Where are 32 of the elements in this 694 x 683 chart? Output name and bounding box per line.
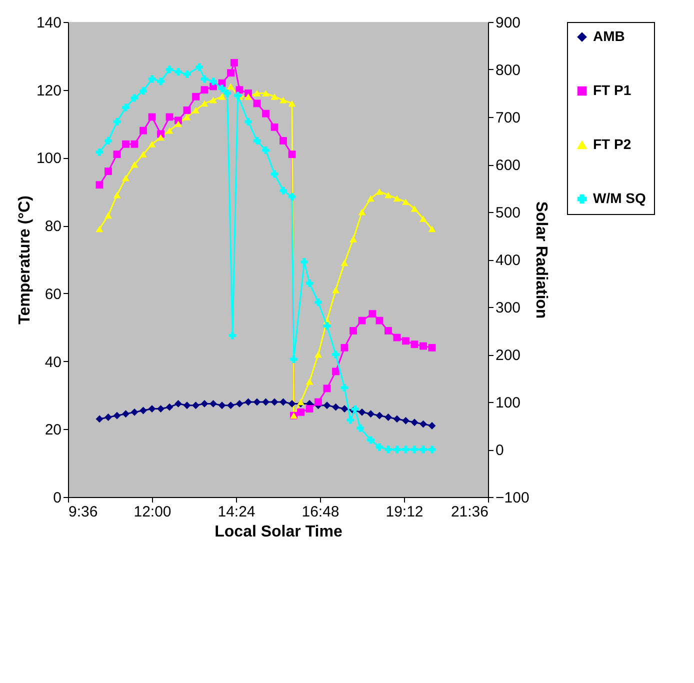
y-tick-label: 20 [44, 422, 62, 439]
y-tick-label: 60 [44, 286, 62, 303]
y-tick-label: 140 [36, 14, 62, 32]
y-tick-label: 0 [53, 490, 62, 506]
y2-tick-label: 300 [496, 300, 521, 316]
x-tick-label: 14:24 [218, 504, 256, 520]
legend-label: AMB [593, 28, 625, 44]
y-tick-label: 100 [36, 150, 62, 168]
y-tick-label: 120 [36, 82, 62, 100]
legend-label: FT P1 [593, 82, 632, 98]
x-tick-label: 9:36 [68, 504, 98, 520]
x-tick-label: 16:48 [302, 504, 340, 520]
y2-tick-label: 100 [496, 394, 521, 412]
x-tick-label: 12:00 [134, 504, 172, 520]
y2-axis-title: Solar Radiation [532, 201, 550, 319]
y2-tick-label: 400 [496, 252, 521, 269]
y2-tick-label: 800 [496, 62, 521, 79]
y2-tick-label: 500 [496, 204, 521, 222]
y2-tick-label: 200 [496, 347, 521, 364]
y-tick-label: 80 [44, 218, 62, 236]
y2-tick-label: 600 [496, 157, 521, 174]
y-tick-label: 40 [44, 354, 62, 371]
x-tick-label: 21:36 [450, 504, 488, 520]
legend-label: W/M SQ [593, 190, 646, 206]
y2-tick-label: 0 [496, 442, 504, 459]
x-tick-label: 19:12 [386, 504, 424, 520]
x-axis-title: Local Solar Time [214, 524, 342, 540]
y2-tick-label: 700 [496, 110, 521, 126]
legend-label: FT P2 [593, 136, 632, 152]
y2-tick-label: 900 [496, 14, 521, 32]
y-axis-title: Temperature (°C) [16, 196, 34, 324]
y2-tick-label: −100 [496, 490, 530, 506]
